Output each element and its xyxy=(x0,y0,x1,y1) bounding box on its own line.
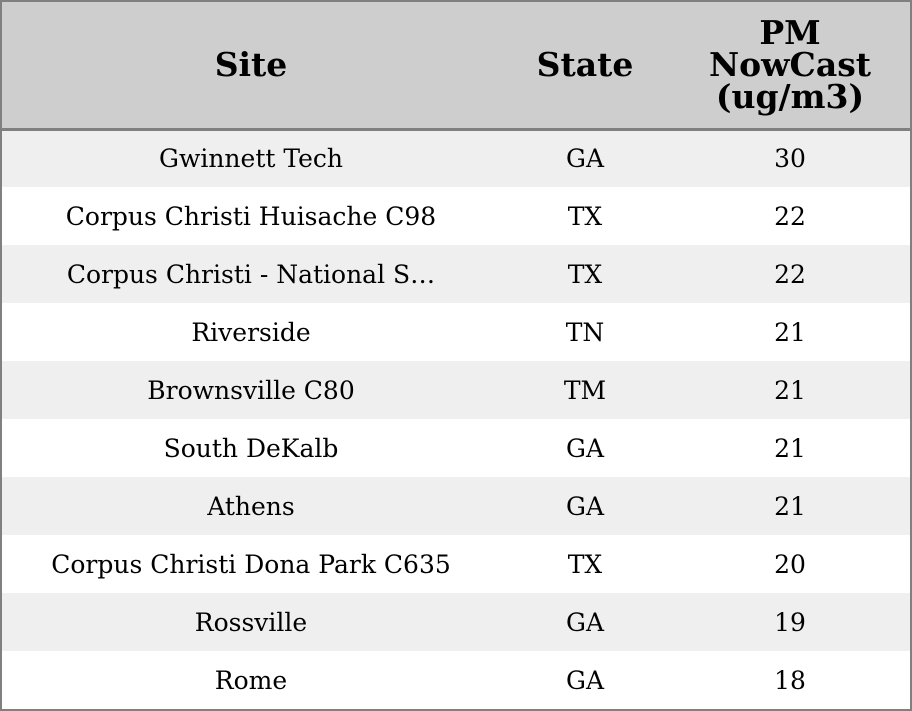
cell-pm-nowcast: 18 xyxy=(774,665,806,695)
cell-pm-nowcast: 30 xyxy=(774,144,806,174)
cell-state: TX xyxy=(567,201,603,231)
column-header-state: State xyxy=(500,2,670,131)
column-header-site: Site xyxy=(2,2,500,131)
cell-state: TN xyxy=(565,317,605,347)
column-header-pm-line-3: (ug/m3) xyxy=(715,76,865,116)
cell-state: GA xyxy=(565,491,605,521)
column-header-pm-nowcast: PM NowCast (ug/m3) xyxy=(670,2,910,131)
cell-pm-nowcast: 21 xyxy=(774,375,806,405)
table-row: Gwinnett Tech GA 30 xyxy=(2,129,910,187)
table-header: Site State PM NowCast (ug/m3) xyxy=(2,2,910,131)
cell-site: Corpus Christi Huisache C98 xyxy=(65,201,437,231)
table-row: Corpus Christi Dona Park C635 TX 20 xyxy=(2,535,910,593)
table-body: Gwinnett Tech GA 30 Corpus Christi Huisache… xyxy=(2,129,910,709)
table-row: Riverside TN 21 xyxy=(2,303,910,361)
table-row: Corpus Christi Huisache C98 TX 22 xyxy=(2,187,910,245)
table-row: Athens GA 21 xyxy=(2,477,910,535)
table-row: Rossville GA 19 xyxy=(2,593,910,651)
cell-site: Rossville xyxy=(194,607,308,637)
cell-site: Athens xyxy=(207,491,295,521)
cell-state: GA xyxy=(565,665,605,695)
cell-pm-nowcast: 19 xyxy=(774,607,806,637)
cell-site: Brownsville C80 xyxy=(147,375,355,405)
cell-site: Riverside xyxy=(191,317,311,347)
cell-site: Rome xyxy=(214,665,288,695)
cell-state: GA xyxy=(565,433,605,463)
column-header-pm-line-2: NowCast xyxy=(708,44,872,84)
table-row: Corpus Christi - National S… TX 22 xyxy=(2,245,910,303)
header-row: Site State PM NowCast (ug/m3) xyxy=(2,2,910,131)
cell-pm-nowcast: 22 xyxy=(774,259,806,289)
cell-pm-nowcast: 22 xyxy=(774,201,806,231)
cell-pm-nowcast: 20 xyxy=(774,549,806,579)
table-row: Rome GA 18 xyxy=(2,651,910,709)
cell-pm-nowcast: 21 xyxy=(774,491,806,521)
table-row: Brownsville C80 TM 21 xyxy=(2,361,910,419)
cell-state: GA xyxy=(565,144,605,174)
cell-pm-nowcast: 21 xyxy=(774,433,806,463)
cell-site: Gwinnett Tech xyxy=(158,144,344,174)
cell-state: TX xyxy=(567,259,603,289)
cell-site: Corpus Christi - National S… xyxy=(66,259,436,289)
cell-pm-nowcast: 21 xyxy=(774,317,806,347)
cell-state: GA xyxy=(565,607,605,637)
table-row: South DeKalb GA 21 xyxy=(2,419,910,477)
cell-site: South DeKalb xyxy=(163,433,339,463)
cell-site: Corpus Christi Dona Park C635 xyxy=(51,549,451,579)
column-header-pm-line-1: PM xyxy=(759,12,821,52)
cell-state: TX xyxy=(567,549,603,579)
cell-state: TM xyxy=(563,375,607,405)
